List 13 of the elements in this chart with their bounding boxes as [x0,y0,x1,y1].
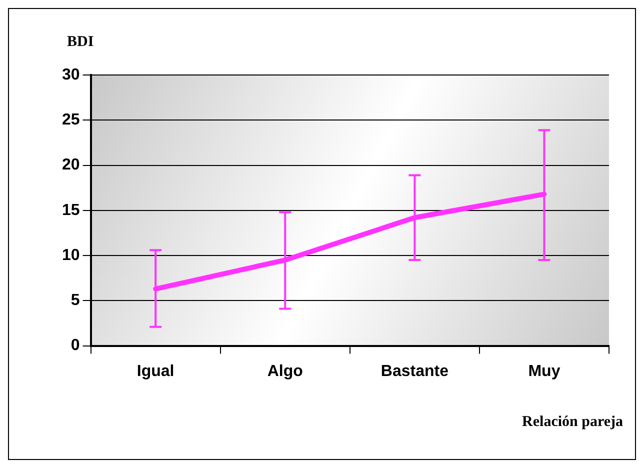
y-tick-label: 15 [62,202,80,219]
x-axis-title: Relación pareja [522,414,623,431]
y-axis-title: BDI [67,34,94,51]
x-tick-label: Algo [267,362,304,380]
x-tick-label: Muy [528,362,560,380]
y-tick-label: 25 [62,112,80,129]
y-tick-label: 30 [62,66,80,84]
y-tick-label: 0 [70,337,80,354]
y-tick-label: 10 [62,246,80,264]
y-tick-label: 20 [62,156,80,174]
x-tick-label: Igual [136,362,174,380]
x-tick-label: Bastante [380,362,449,380]
y-tick-label: 5 [70,292,80,310]
